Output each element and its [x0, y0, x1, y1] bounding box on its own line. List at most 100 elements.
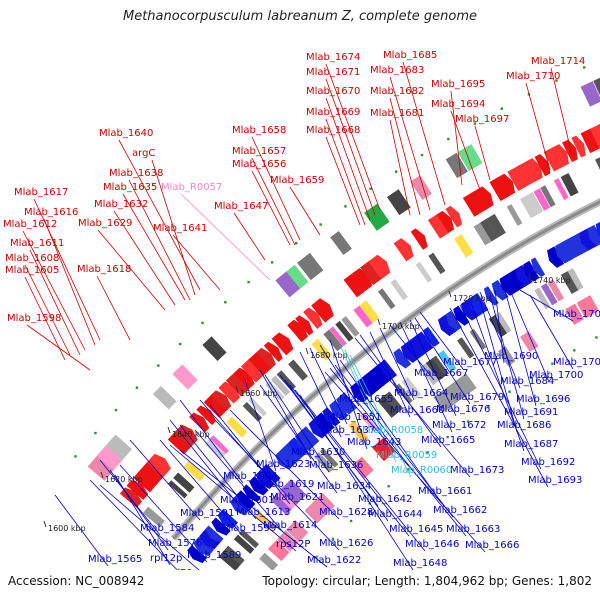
forward-leader: [22, 230, 86, 351]
forward-gene-label: Mlab_1714: [531, 56, 585, 67]
forward-gene-label: Mlab_1671: [306, 67, 360, 78]
reverse-gene-arrow: [499, 273, 519, 296]
forward-leader: [26, 324, 91, 371]
inner-dot-ring: [387, 484, 390, 488]
forward-gene-arrow: [189, 412, 210, 433]
reverse-leader: [479, 299, 518, 433]
reverse-gene-label: Mlab_1686: [497, 420, 551, 431]
forward-gene-label: Mlab_1629: [78, 218, 132, 229]
gc-block: [270, 375, 291, 396]
label-leaders: [22, 61, 574, 570]
gc-block: [335, 320, 354, 342]
forward-gene-label: Mlab_1685: [383, 50, 437, 61]
reverse-gene-label: Mlab_1601: [220, 495, 274, 506]
reverse-gene-arrow: [547, 246, 565, 268]
forward-leader: [43, 218, 96, 346]
forward-leader: [450, 110, 481, 191]
inner-red-block: [372, 437, 396, 462]
forward-gene-arrow: [589, 124, 600, 149]
inner-feature-block: [432, 355, 449, 377]
outer-feature-block: [387, 189, 411, 216]
reverse-gene-arrow: [275, 448, 296, 470]
inner-red-block: [576, 295, 599, 319]
accession-text: Accession: NC_008942: [8, 574, 145, 588]
gc-block: [323, 329, 344, 352]
gc-block: [276, 370, 296, 391]
reverse-gene-arrow: [571, 232, 590, 255]
forward-gene-arrow: [174, 424, 198, 448]
forward-gene-label: argC: [132, 148, 155, 159]
gc-block: [288, 359, 308, 381]
outer-dot-ring: [447, 137, 450, 141]
forward-gene-label: Mlab_1605: [5, 265, 59, 276]
reverse-gene-label: Mlab_1666: [465, 540, 519, 551]
reverse-gene-label: Mlab_1667: [414, 368, 468, 379]
gc-block: [377, 288, 396, 310]
reverse-gene-label: Mlab_1646: [405, 539, 459, 550]
reverse-gene-label: Mlab_1677: [443, 357, 497, 368]
forward-leader: [172, 234, 221, 291]
reverse-gene-label: Mlab_1651: [327, 412, 381, 423]
outer-dot-ring: [201, 321, 204, 325]
reverse-gene-arrow: [507, 268, 528, 292]
forward-gene-label: Mlab_1670: [306, 86, 360, 97]
inner-feature-block: [238, 529, 259, 549]
reverse-leader: [129, 439, 201, 521]
outer-dot-ring: [319, 223, 322, 226]
forward-gene-label: Mlab_1657: [232, 146, 286, 157]
forward-leader: [151, 159, 196, 296]
gc-block: [473, 222, 493, 246]
inner-feature-block: [534, 287, 551, 310]
reverse-gene-label: Mlab_1619: [260, 479, 314, 490]
reverse-leader: [344, 349, 397, 463]
forward-gene-label: Mlab_1640: [99, 128, 153, 139]
reverse-leader: [179, 424, 257, 520]
kbp-ticks: 1600 kbp 1620 kbp 1640 kbp 1660 kbp 1680 kbp…: [43, 272, 571, 533]
outer-dot-ring: [500, 107, 503, 110]
inner-red-block: [433, 389, 455, 412]
gc-block: [480, 218, 499, 242]
reverse-gene-label: Mlab_1630: [291, 447, 345, 458]
forward-gene-label: Mlab_1669: [306, 107, 360, 118]
inner-feature-block: [218, 549, 241, 570]
forward-gene-arrow: [471, 186, 494, 212]
reverse-gene-label: Mlab_R0060: [391, 465, 452, 476]
forward-gene-arrow: [287, 319, 308, 343]
outer-dot-ring: [420, 153, 424, 157]
forward-leader: [450, 90, 463, 186]
inner-red-block: [352, 456, 374, 479]
reverse-leader: [419, 311, 464, 370]
reverse-gene-arrow: [408, 335, 429, 358]
inner-red-block: [454, 373, 477, 397]
forward-gene-label: Mlab_1658: [232, 125, 286, 136]
reverse-gene-label: Mlab_1591: [180, 508, 234, 519]
forward-gene-label: Mlab_1598: [7, 313, 61, 324]
inner-feature-block: [254, 511, 276, 532]
reverse-gene-arrow: [422, 326, 440, 347]
outer-feature-block: [410, 175, 432, 201]
inner-red-block: [520, 331, 539, 352]
forward-leader: [97, 229, 166, 311]
reverse-leader: [359, 334, 442, 448]
forward-gene-arrow: [498, 173, 516, 197]
forward-gene-label: Mlab_1683: [370, 65, 424, 76]
forward-leader: [289, 186, 321, 236]
forward-gene-arrow: [410, 228, 428, 250]
forward-gene-label: Mlab_1638: [109, 168, 163, 179]
inner-dot-ring: [406, 468, 410, 471]
inner-feature-block: [540, 283, 558, 306]
inner-feature-block: [319, 448, 339, 468]
tick-mark: [43, 520, 47, 528]
reverse-gene-label: Mlab_1604: [223, 471, 277, 482]
inner-feature-block: [359, 412, 379, 433]
gene-labels: Mlab_1714 Mlab_1710 Mlab_1697 Mlab_1694 Mlab…: [3, 50, 600, 570]
forward-leader: [251, 157, 296, 246]
reverse-leader: [199, 399, 281, 492]
reverse-gene-label: Mlab_1643: [347, 437, 401, 448]
reverse-gene-arrow: [515, 264, 533, 287]
reverse-gene-arrow: [295, 429, 316, 451]
inner-red-block: [259, 552, 279, 570]
reverse-leader: [169, 419, 241, 508]
inner-dot-ring: [595, 336, 598, 339]
outer-feature-block: [172, 364, 198, 390]
